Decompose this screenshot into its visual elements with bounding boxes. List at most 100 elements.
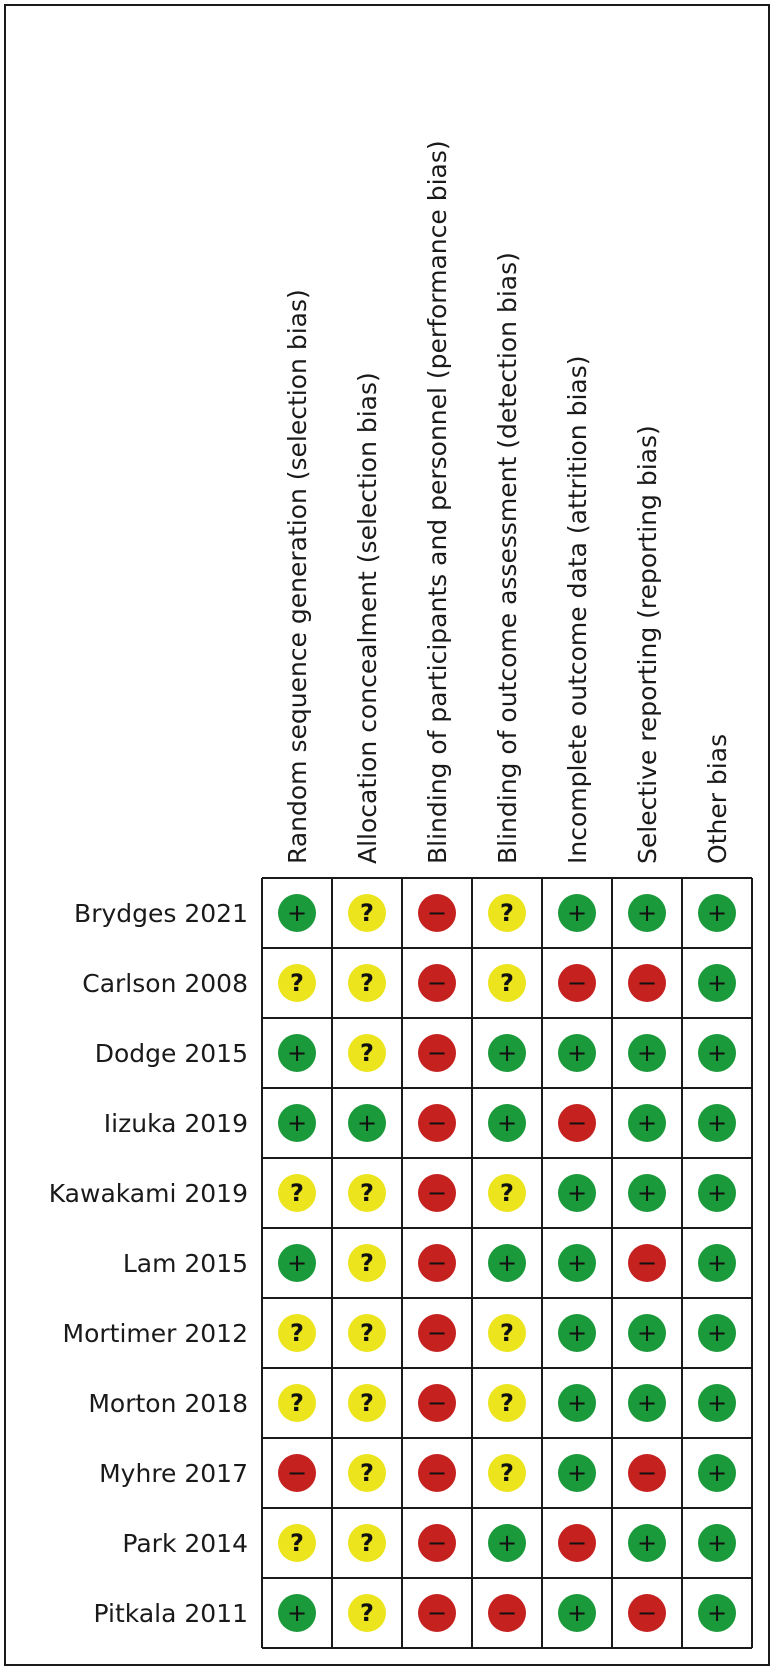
risk-symbol-high: − — [497, 1599, 517, 1627]
risk-symbol-low: + — [567, 1389, 587, 1417]
risk-symbol-low: + — [287, 1039, 307, 1067]
risk-marker-unclear — [348, 1174, 386, 1212]
risk-marker-unclear — [488, 1174, 526, 1212]
risk-symbol-low: + — [287, 1249, 307, 1277]
risk-symbol-unclear: ? — [360, 969, 374, 997]
domain-label: Blinding of outcome assessment (detectio… — [493, 252, 522, 864]
risk-symbol-low: + — [567, 899, 587, 927]
risk-marker-high — [418, 1104, 456, 1142]
risk-marker-low — [698, 1454, 736, 1492]
risk-symbol-low: + — [637, 1319, 657, 1347]
risk-marker-low — [628, 1384, 666, 1422]
risk-marker-unclear — [348, 1314, 386, 1352]
study-label: Dodge 2015 — [95, 1039, 248, 1068]
risk-marker-unclear — [278, 1524, 316, 1562]
risk-marker-low — [488, 1244, 526, 1282]
risk-symbol-high: − — [427, 1249, 447, 1277]
risk-marker-low — [488, 1034, 526, 1072]
risk-symbol-low: + — [497, 1529, 517, 1557]
risk-marker-high — [488, 1594, 526, 1632]
risk-symbol-low: + — [567, 1459, 587, 1487]
risk-symbol-high: − — [567, 969, 587, 997]
risk-marker-low — [698, 1594, 736, 1632]
risk-marker-low — [558, 894, 596, 932]
risk-marker-low — [628, 1174, 666, 1212]
risk-symbol-low: + — [637, 899, 657, 927]
risk-symbol-high: − — [427, 1389, 447, 1417]
risk-marker-low — [698, 1384, 736, 1422]
risk-symbol-low: + — [567, 1249, 587, 1277]
study-label: Brydges 2021 — [74, 899, 248, 928]
risk-marker-high — [418, 1524, 456, 1562]
risk-marker-unclear — [348, 1454, 386, 1492]
risk-marker-high — [558, 1524, 596, 1562]
risk-symbol-unclear: ? — [290, 1529, 304, 1557]
risk-symbol-high: − — [427, 899, 447, 927]
risk-marker-high — [418, 1594, 456, 1632]
risk-marker-low — [278, 1104, 316, 1142]
study-label: Myhre 2017 — [99, 1459, 248, 1488]
risk-symbol-unclear: ? — [290, 969, 304, 997]
risk-marker-unclear — [348, 1524, 386, 1562]
risk-marker-high — [418, 1454, 456, 1492]
risk-marker-low — [698, 1314, 736, 1352]
risk-symbol-unclear: ? — [500, 969, 514, 997]
risk-marker-high — [558, 964, 596, 1002]
domain-label: Random sequence generation (selection bi… — [283, 289, 312, 864]
risk-symbol-high: − — [287, 1459, 307, 1487]
risk-symbol-low: + — [707, 1529, 727, 1557]
risk-symbol-low: + — [497, 1249, 517, 1277]
risk-symbol-low: + — [707, 1389, 727, 1417]
risk-symbol-high: − — [637, 1459, 657, 1487]
risk-symbol-unclear: ? — [500, 1459, 514, 1487]
risk-symbol-low: + — [567, 1319, 587, 1347]
risk-symbol-low: + — [567, 1039, 587, 1067]
risk-marker-low — [698, 1034, 736, 1072]
risk-marker-low — [698, 894, 736, 932]
risk-marker-high — [418, 894, 456, 932]
risk-symbol-low: + — [497, 1109, 517, 1137]
risk-symbol-low: + — [707, 1109, 727, 1137]
risk-marker-low — [278, 1594, 316, 1632]
risk-marker-low — [558, 1384, 596, 1422]
risk-marker-unclear — [278, 1314, 316, 1352]
risk-marker-unclear — [348, 894, 386, 932]
risk-symbol-low: + — [287, 899, 307, 927]
risk-symbol-low: + — [637, 1039, 657, 1067]
risk-symbol-unclear: ? — [360, 1249, 374, 1277]
risk-marker-low — [698, 964, 736, 1002]
study-label: Iizuka 2019 — [104, 1109, 248, 1138]
risk-marker-low — [628, 1314, 666, 1352]
risk-marker-high — [418, 1244, 456, 1282]
risk-marker-unclear — [348, 1384, 386, 1422]
risk-marker-low — [278, 1034, 316, 1072]
domain-label: Incomplete outcome data (attrition bias) — [563, 355, 592, 864]
risk-symbol-unclear: ? — [360, 1179, 374, 1207]
risk-symbol-low: + — [567, 1599, 587, 1627]
risk-symbol-low: + — [707, 1249, 727, 1277]
risk-symbol-unclear: ? — [290, 1389, 304, 1417]
risk-symbol-high: − — [637, 1249, 657, 1277]
risk-symbol-high: − — [427, 1179, 447, 1207]
study-label: Lam 2015 — [123, 1249, 248, 1278]
risk-marker-high — [418, 1314, 456, 1352]
risk-symbol-low: + — [707, 1039, 727, 1067]
risk-marker-low — [698, 1524, 736, 1562]
study-label: Morton 2018 — [88, 1389, 248, 1418]
risk-marker-unclear — [278, 1174, 316, 1212]
risk-symbol-low: + — [707, 899, 727, 927]
risk-marker-high — [558, 1104, 596, 1142]
risk-symbol-high: − — [427, 1529, 447, 1557]
domain-label: Allocation concealment (selection bias) — [353, 372, 382, 864]
risk-marker-unclear — [278, 1384, 316, 1422]
risk-symbol-unclear: ? — [360, 899, 374, 927]
risk-symbol-unclear: ? — [360, 1039, 374, 1067]
risk-symbol-high: − — [427, 1109, 447, 1137]
risk-symbol-low: + — [637, 1109, 657, 1137]
risk-marker-unclear — [278, 964, 316, 1002]
risk-marker-low — [628, 1034, 666, 1072]
risk-marker-low — [558, 1454, 596, 1492]
risk-marker-low — [278, 1244, 316, 1282]
risk-marker-unclear — [348, 1594, 386, 1632]
